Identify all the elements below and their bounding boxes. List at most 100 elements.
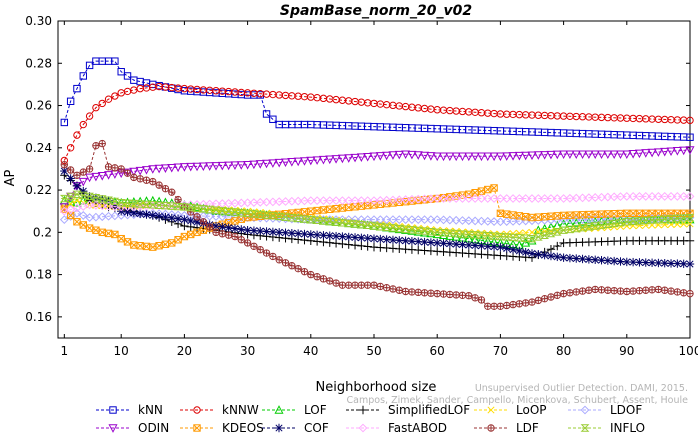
data-point	[281, 228, 290, 237]
data-point	[66, 174, 75, 183]
data-point	[609, 192, 619, 202]
data-point	[533, 233, 543, 241]
data-point	[495, 232, 505, 241]
data-point	[129, 202, 139, 211]
data-point	[136, 175, 144, 183]
data-point	[370, 281, 378, 289]
data-point	[85, 192, 95, 201]
series-fastabod	[59, 191, 695, 216]
legend-label: LOF	[304, 403, 327, 417]
y-tick-label: 0.26	[25, 99, 52, 113]
data-point	[269, 115, 277, 123]
data-point	[256, 245, 264, 254]
y-tick-label: 0.22	[25, 183, 52, 197]
data-point	[458, 230, 467, 238]
data-point	[495, 194, 505, 203]
data-point	[470, 231, 480, 239]
data-point	[161, 240, 170, 249]
data-point	[571, 193, 581, 203]
data-point	[268, 212, 278, 220]
data-point	[104, 163, 113, 171]
data-point	[407, 194, 417, 204]
data-point	[647, 191, 657, 201]
data-point	[432, 194, 442, 203]
data-point	[91, 172, 101, 182]
x-tick-label: 1	[60, 344, 68, 358]
data-point	[243, 161, 253, 170]
data-point	[117, 234, 125, 243]
data-point	[268, 227, 278, 237]
data-point	[193, 228, 201, 237]
data-point	[307, 207, 315, 215]
data-point	[540, 194, 550, 203]
data-point	[135, 201, 145, 211]
data-point	[142, 176, 151, 184]
legend-label: SimplifiedLOF	[388, 403, 470, 417]
data-point	[603, 150, 613, 160]
data-point	[363, 221, 373, 230]
data-point	[445, 239, 455, 248]
data-point	[376, 282, 385, 291]
data-point	[552, 228, 562, 236]
data-point	[356, 153, 366, 162]
data-point	[66, 144, 75, 152]
data-point	[293, 214, 303, 223]
data-point	[559, 211, 568, 220]
chart-title: SpamBase_norm_20_v02	[280, 3, 472, 19]
data-point	[546, 194, 556, 203]
data-point	[312, 216, 322, 224]
data-point	[211, 212, 221, 221]
data-point	[490, 302, 498, 310]
data-point	[274, 158, 284, 168]
data-point	[439, 239, 448, 248]
data-point	[432, 228, 442, 237]
data-point	[439, 290, 448, 298]
data-point	[413, 215, 423, 225]
data-point	[236, 161, 246, 170]
data-point	[104, 196, 113, 204]
data-point	[464, 216, 474, 226]
data-point	[496, 242, 505, 252]
data-point	[350, 241, 360, 250]
data-point	[218, 222, 227, 232]
data-point	[407, 226, 417, 234]
data-point	[446, 290, 454, 299]
data-point	[388, 235, 398, 245]
data-point	[78, 211, 88, 220]
data-point	[515, 300, 524, 308]
data-point	[661, 286, 669, 294]
data-point	[281, 213, 290, 221]
data-point	[514, 234, 524, 242]
data-point	[198, 162, 208, 172]
x-tick-label: 80	[556, 344, 571, 358]
data-point	[287, 214, 297, 222]
data-point	[394, 224, 404, 234]
data-point	[293, 229, 303, 238]
data-point	[609, 256, 619, 266]
data-point	[255, 160, 265, 169]
data-point	[686, 289, 694, 298]
data-point	[249, 160, 259, 170]
data-point	[590, 215, 600, 225]
data-point	[300, 215, 309, 223]
data-point	[394, 215, 404, 225]
data-point	[628, 150, 638, 159]
data-point	[603, 192, 613, 202]
data-point	[426, 227, 436, 236]
legend-marker	[580, 405, 590, 415]
data-point	[407, 237, 417, 246]
data-point	[401, 150, 411, 160]
data-point	[616, 209, 625, 218]
y-tick-label: 0.28	[25, 56, 52, 70]
data-point	[502, 152, 512, 161]
data-point	[230, 161, 240, 170]
data-point	[514, 216, 524, 226]
data-point	[597, 192, 606, 202]
legend: kNN kNNW LOF SimplifiedLOF LoOP LDOF ODIN KDEOS…	[96, 403, 645, 434]
data-point	[610, 210, 618, 218]
legend-label: LDOF	[610, 403, 642, 417]
data-point	[521, 151, 531, 161]
data-point	[173, 163, 183, 173]
data-point	[224, 198, 234, 208]
data-point	[154, 164, 164, 174]
